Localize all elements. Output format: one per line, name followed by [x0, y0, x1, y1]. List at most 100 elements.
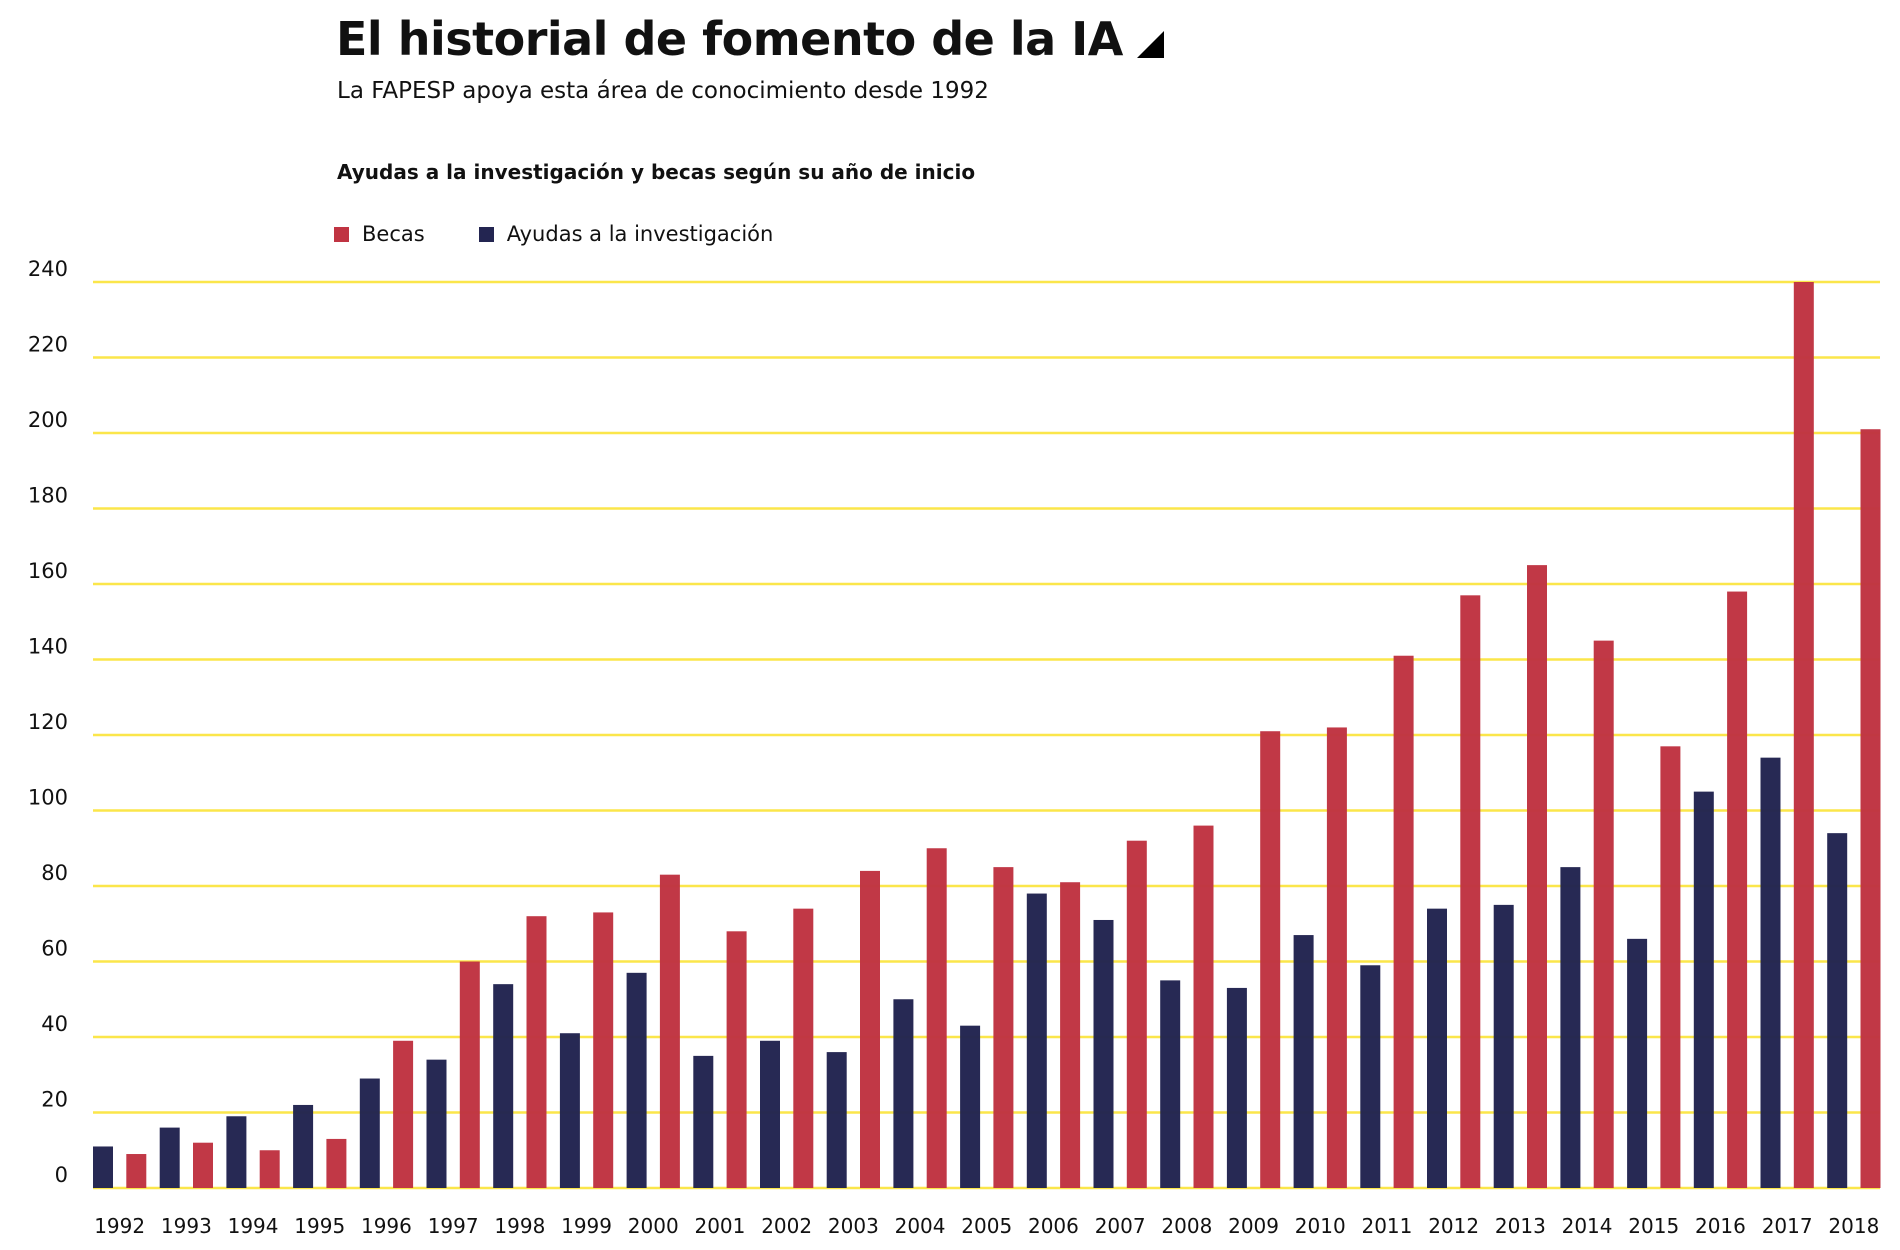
x-tick-label-2016: 2016	[1695, 1214, 1746, 1238]
y-tick-label-40: 40	[41, 1012, 68, 1036]
chart-title: El historial de fomento de la IA	[336, 12, 1164, 66]
bar-becas-1992	[126, 1154, 147, 1188]
legend-swatch-becas	[334, 226, 349, 242]
bar-ayudas-2001	[693, 1055, 714, 1188]
bar-ayudas-1994	[226, 1116, 247, 1188]
x-tick-label-1998: 1998	[494, 1214, 545, 1238]
bar-becas-1995	[326, 1138, 347, 1188]
x-tick-label-2002: 2002	[761, 1214, 812, 1238]
x-tick-label-2004: 2004	[895, 1214, 946, 1238]
x-tick-label-1996: 1996	[361, 1214, 412, 1238]
bar-becas-2014	[1593, 640, 1614, 1188]
bar-becas-1999	[593, 912, 614, 1188]
bar-becas-2007	[1126, 840, 1147, 1188]
bar-becas-2000	[659, 874, 680, 1188]
bar-becas-1993	[193, 1142, 213, 1188]
y-tick-label-100: 100	[28, 786, 68, 810]
x-tick-label-1997: 1997	[428, 1214, 479, 1238]
bar-ayudas-1998	[493, 984, 514, 1188]
bar-ayudas-2002	[760, 1040, 780, 1188]
bar-becas-2018	[1860, 429, 1881, 1189]
bar-ayudas-2016	[1693, 791, 1714, 1188]
bar-ayudas-2003	[826, 1052, 847, 1188]
x-tick-label-2005: 2005	[961, 1214, 1012, 1238]
x-tick-label-2003: 2003	[828, 1214, 879, 1238]
bar-ayudas-2008	[1160, 980, 1181, 1188]
x-tick-label-1993: 1993	[161, 1214, 212, 1238]
x-tick-label-2011: 2011	[1361, 1214, 1412, 1238]
y-tick-label-160: 160	[28, 559, 68, 583]
x-tick-label-2012: 2012	[1428, 1214, 1479, 1238]
chart-subtitle: La FAPESP apoya esta área de conocimient…	[337, 78, 989, 104]
bar-becas-1998	[526, 916, 547, 1188]
bar-ayudas-2014	[1560, 867, 1581, 1188]
bar-becas-2008	[1193, 825, 1214, 1188]
bar-ayudas-2005	[960, 1025, 981, 1188]
x-tick-label-1992: 1992	[94, 1214, 145, 1238]
bar-becas-2016	[1727, 591, 1748, 1188]
legend-label-becas: Becas	[362, 222, 425, 246]
legend-item-ayudas: Ayudas a la investigación	[478, 222, 774, 246]
x-tick-label-2001: 2001	[694, 1214, 745, 1238]
y-tick-label-220: 220	[28, 333, 68, 357]
bar-ayudas-2004	[893, 999, 914, 1188]
x-tick-label-2007: 2007	[1095, 1214, 1146, 1238]
bar-becas-2005	[993, 867, 1014, 1188]
bar-ayudas-2011	[1360, 965, 1381, 1188]
bar-ayudas-2006	[1026, 893, 1047, 1188]
y-tick-label-80: 80	[41, 861, 68, 885]
bar-ayudas-2017	[1760, 757, 1781, 1188]
chart-title-text: El historial de fomento de la IA	[336, 12, 1123, 66]
x-tick-label-2013: 2013	[1495, 1214, 1546, 1238]
bar-ayudas-2000	[626, 972, 647, 1188]
bar-becas-1996	[393, 1040, 414, 1188]
bar-becas-2001	[726, 931, 747, 1188]
y-tick-label-0: 0	[55, 1163, 68, 1187]
bar-becas-2010	[1326, 727, 1347, 1188]
x-tick-label-1995: 1995	[294, 1214, 345, 1238]
bar-ayudas-1995	[293, 1104, 314, 1188]
bar-becas-2002	[793, 908, 814, 1188]
x-tick-label-2006: 2006	[1028, 1214, 1079, 1238]
bar-becas-2017	[1793, 282, 1814, 1188]
legend-swatch-ayudas	[478, 226, 494, 242]
bar-becas-2012	[1460, 595, 1481, 1188]
x-tick-label-2008: 2008	[1161, 1214, 1212, 1238]
y-tick-label-240: 240	[28, 257, 68, 281]
y-tick-label-140: 140	[28, 635, 68, 659]
bar-ayudas-1996	[359, 1078, 380, 1188]
bar-becas-2006	[1060, 882, 1081, 1188]
y-tick-label-180: 180	[28, 484, 68, 508]
x-tick-label-1994: 1994	[228, 1214, 279, 1238]
bar-becas-2013	[1527, 565, 1547, 1188]
bar-ayudas-2013	[1493, 904, 1514, 1188]
x-tick-label-2000: 2000	[628, 1214, 679, 1238]
bar-ayudas-2015	[1627, 938, 1648, 1188]
x-tick-label-2017: 2017	[1762, 1214, 1813, 1238]
legend: Becas Ayudas a la investigación	[334, 222, 827, 246]
x-tick-label-2018: 2018	[1828, 1214, 1879, 1238]
bar-ayudas-1999	[559, 1033, 580, 1188]
bar-becas-2009	[1260, 731, 1281, 1188]
black-triangle-icon	[1136, 30, 1164, 58]
y-tick-label-20: 20	[41, 1088, 68, 1112]
bar-ayudas-1997	[426, 1059, 447, 1188]
bar-ayudas-2018	[1827, 833, 1848, 1188]
x-tick-label-2015: 2015	[1628, 1214, 1679, 1238]
section-title: Ayudas a la investigación y becas según …	[337, 160, 976, 184]
legend-item-becas: Becas	[334, 222, 425, 246]
y-tick-label-120: 120	[28, 710, 68, 734]
y-tick-label-200: 200	[28, 408, 68, 432]
legend-label-ayudas: Ayudas a la investigación	[506, 222, 774, 246]
bar-becas-2004	[926, 848, 947, 1188]
bar-becas-2011	[1393, 655, 1414, 1188]
bar-becas-1997	[459, 961, 480, 1188]
x-tick-label-2010: 2010	[1295, 1214, 1346, 1238]
bar-becas-2003	[860, 870, 880, 1188]
bar-ayudas-2012	[1427, 908, 1447, 1188]
bar-ayudas-1993	[159, 1127, 180, 1188]
bar-ayudas-2010	[1293, 935, 1314, 1188]
bar-ayudas-2009	[1226, 987, 1247, 1188]
y-tick-label-60: 60	[41, 937, 68, 961]
